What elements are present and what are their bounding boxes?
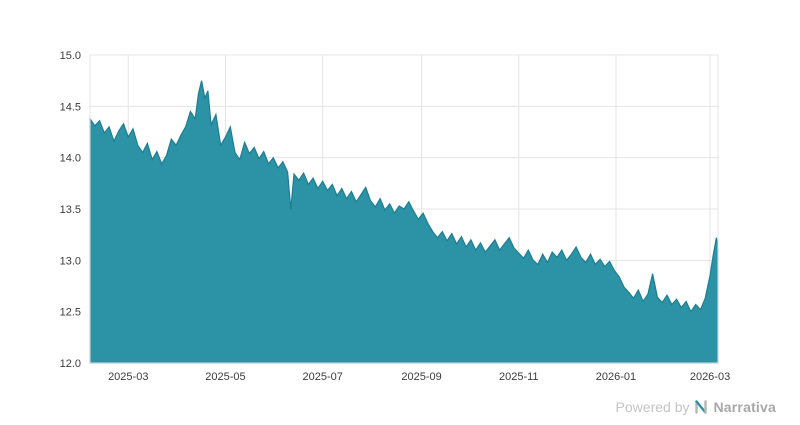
x-tick-label: 2025-07 <box>303 371 343 383</box>
x-tick-label: 2025-03 <box>108 371 148 383</box>
y-tick-label: 13.0 <box>60 255 81 267</box>
plot-border <box>89 54 719 364</box>
watermark-powered-by: Powered by <box>615 399 690 415</box>
x-tick-label: 2026-03 <box>690 371 730 383</box>
x-tick-label: 2026-01 <box>596 371 636 383</box>
y-tick-label: 12.0 <box>60 358 81 370</box>
y-tick-label: 14.0 <box>60 153 81 165</box>
y-tick-label: 15.0 <box>60 50 81 62</box>
x-tick-label: 2025-05 <box>205 371 245 383</box>
axis-labels: 12.0 12.5 13.0 13.5 14.0 14.5 15.0 2025-03 2025-… <box>60 50 731 383</box>
y-tick-label: 14.5 <box>60 101 81 113</box>
area-series <box>89 80 719 364</box>
x-tick-label: 2025-09 <box>401 371 441 383</box>
x-tick-label: 2025-11 <box>499 371 539 383</box>
watermark: Powered by Narrativa <box>616 400 776 414</box>
y-tick-label: 13.5 <box>60 204 81 216</box>
series-layer <box>89 80 719 364</box>
y-tick-label: 12.5 <box>60 307 81 319</box>
watermark-brand: Narrativa <box>713 399 776 415</box>
narrativa-logo-icon <box>695 400 708 414</box>
